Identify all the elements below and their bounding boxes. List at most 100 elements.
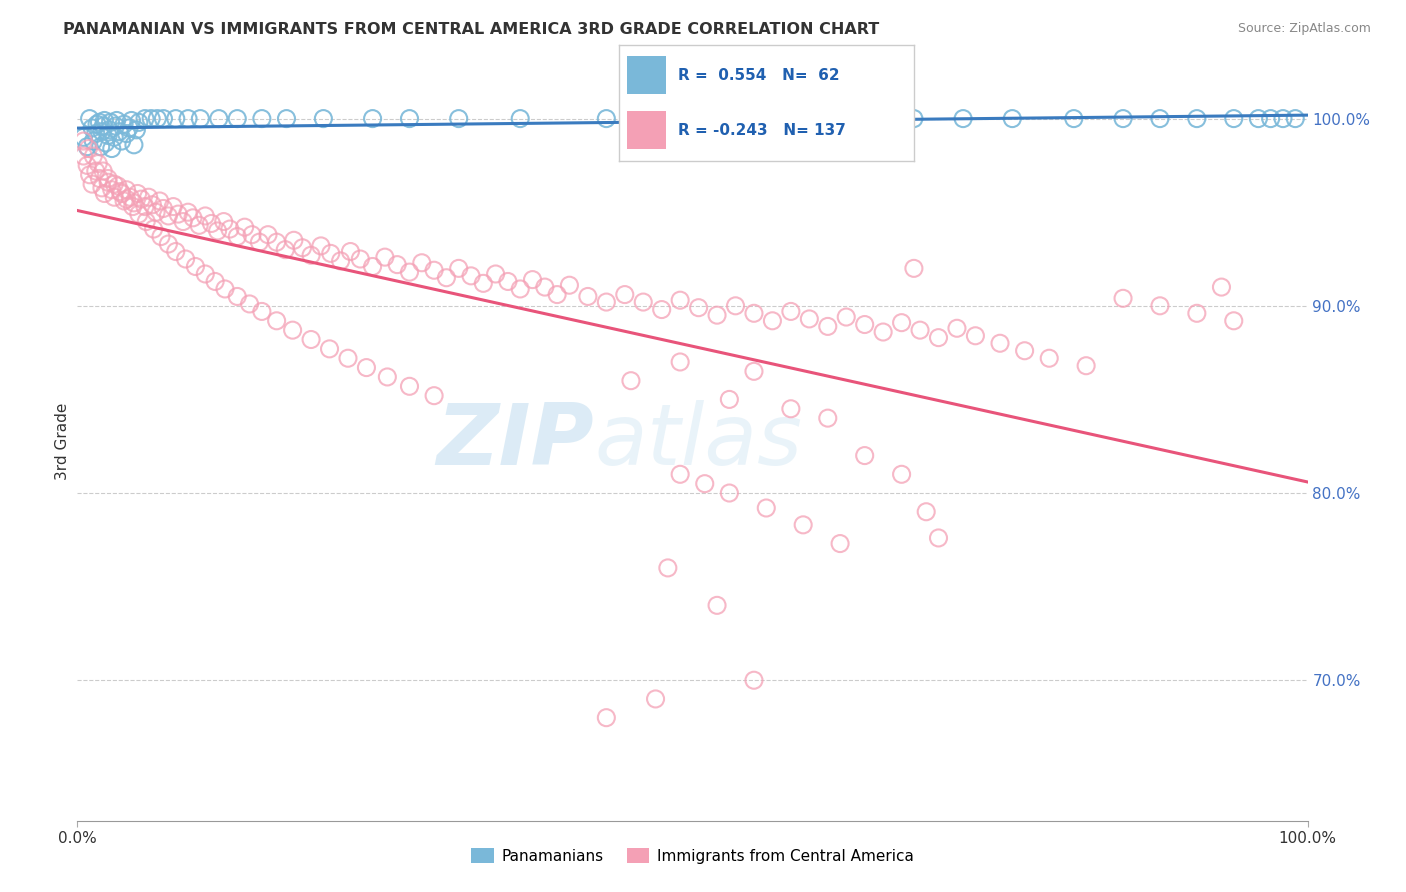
Point — [780, 304, 803, 318]
Point — [97, 175, 120, 189]
Point — [249, 235, 271, 249]
Point — [87, 156, 110, 170]
Point — [142, 222, 165, 236]
Point — [157, 237, 180, 252]
Point — [1272, 112, 1295, 126]
Point — [509, 282, 531, 296]
Point — [72, 149, 94, 163]
Point — [1063, 112, 1085, 126]
Point — [1149, 112, 1171, 126]
Point — [485, 267, 508, 281]
Point — [141, 198, 163, 212]
Point — [1038, 351, 1060, 366]
Point — [669, 467, 692, 482]
Point — [988, 336, 1011, 351]
Point — [633, 295, 655, 310]
Point — [718, 392, 741, 407]
Point — [226, 289, 249, 303]
Point — [274, 243, 297, 257]
Point — [177, 112, 200, 126]
Point — [1223, 112, 1246, 126]
Point — [112, 117, 135, 131]
Point — [79, 112, 101, 126]
Point — [693, 476, 716, 491]
Point — [111, 186, 132, 201]
Point — [377, 370, 399, 384]
Point — [107, 179, 129, 194]
Point — [742, 364, 765, 378]
Point — [104, 119, 127, 133]
Point — [141, 112, 163, 126]
Point — [167, 207, 190, 221]
Point — [112, 194, 135, 208]
Point — [103, 130, 125, 145]
Point — [188, 112, 212, 126]
Point — [522, 272, 544, 286]
Point — [299, 248, 322, 262]
Point — [361, 260, 384, 274]
Point — [98, 123, 121, 137]
Point — [172, 214, 194, 228]
Text: R = -0.243   N= 137: R = -0.243 N= 137 — [678, 123, 845, 138]
Point — [108, 125, 131, 139]
Point — [1014, 343, 1036, 358]
Point — [576, 289, 599, 303]
Point — [89, 171, 111, 186]
Point — [742, 306, 765, 320]
Point — [194, 209, 217, 223]
Point — [436, 270, 458, 285]
Point — [1076, 359, 1098, 373]
Point — [1112, 291, 1135, 305]
Point — [121, 200, 143, 214]
Point — [150, 229, 173, 244]
Point — [125, 123, 148, 137]
Point — [447, 261, 470, 276]
Point — [101, 183, 124, 197]
Text: ZIP: ZIP — [436, 400, 595, 483]
Point — [90, 139, 112, 153]
Point — [804, 112, 827, 126]
Point — [312, 112, 335, 126]
Point — [100, 115, 122, 129]
Point — [1247, 112, 1270, 126]
Point — [162, 200, 184, 214]
Point — [177, 205, 200, 219]
Point — [620, 374, 643, 388]
Point — [101, 142, 124, 156]
Point — [103, 190, 125, 204]
Text: Source: ZipAtlas.com: Source: ZipAtlas.com — [1237, 22, 1371, 36]
Point — [595, 112, 617, 126]
Point — [138, 190, 160, 204]
Point — [309, 239, 332, 253]
Point — [90, 181, 114, 195]
Point — [207, 224, 229, 238]
Point — [952, 112, 974, 126]
Point — [194, 267, 217, 281]
Point — [1260, 112, 1282, 126]
Point — [398, 379, 420, 393]
Point — [356, 360, 378, 375]
Point — [121, 113, 143, 128]
Point — [534, 280, 557, 294]
Point — [1211, 280, 1233, 294]
FancyBboxPatch shape — [627, 56, 666, 95]
Point — [318, 342, 340, 356]
Point — [82, 149, 104, 163]
Point — [84, 127, 107, 141]
Point — [706, 308, 728, 322]
Point — [682, 112, 704, 126]
Point — [226, 229, 249, 244]
Point — [181, 211, 204, 225]
Point — [915, 505, 938, 519]
Point — [118, 120, 141, 135]
Point — [115, 183, 138, 197]
Point — [337, 351, 360, 366]
Point — [398, 112, 420, 126]
Point — [319, 246, 342, 260]
Point — [149, 194, 172, 208]
Point — [212, 214, 235, 228]
Point — [72, 130, 94, 145]
Point — [188, 219, 211, 233]
Point — [257, 227, 280, 242]
Point — [82, 120, 104, 135]
